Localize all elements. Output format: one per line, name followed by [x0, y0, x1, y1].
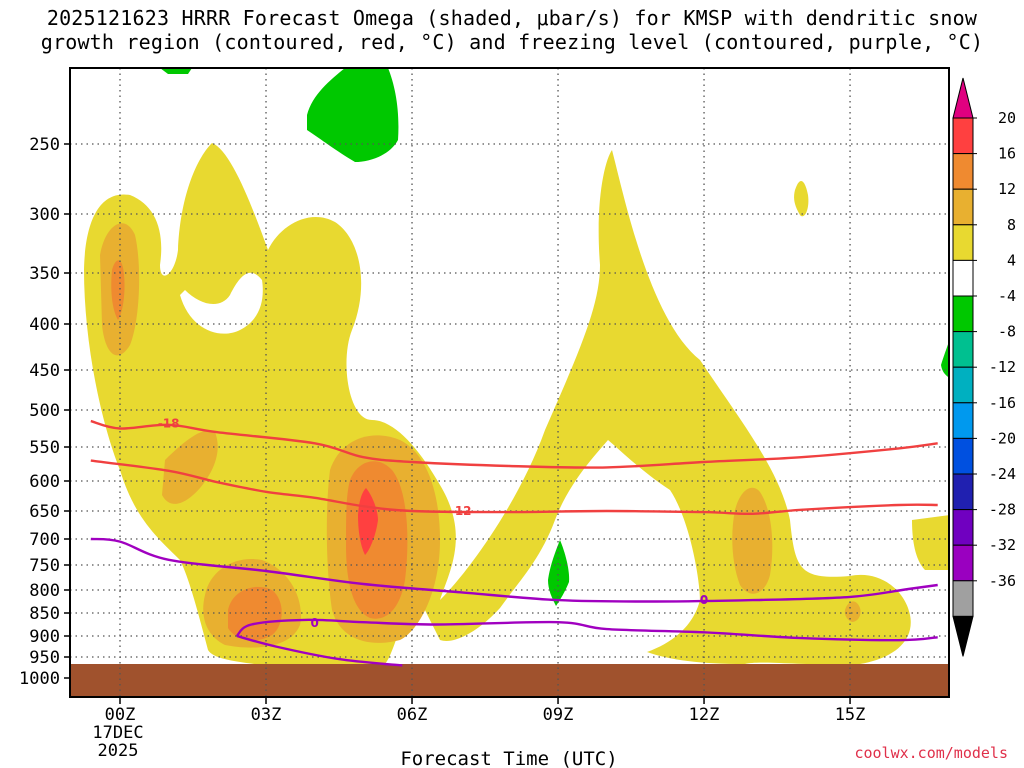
- colorbar-swatch: [952, 259, 974, 297]
- colorbar-label: 20: [998, 109, 1016, 127]
- colorbar-swatch: [952, 224, 974, 261]
- colorbar-top-arrow: [952, 77, 974, 119]
- colorbar-label: -28: [989, 501, 1016, 519]
- y-tick-label: 950: [29, 648, 60, 668]
- contour-label: -12: [450, 504, 472, 518]
- y-tick-label: 1000: [19, 669, 60, 689]
- y-tick-label: 300: [29, 205, 60, 225]
- omega-region-8: [162, 430, 218, 504]
- watermark-text: coolwx.com/models: [854, 744, 1008, 762]
- omega-region-4: [84, 143, 911, 666]
- freezing-level-contour: [235, 618, 938, 642]
- x-axis: 17DEC 2025 Forecast Time (UTC) 00Z 03Z 06Z…: [92, 697, 865, 768]
- plot-frame: [69, 67, 950, 698]
- omega-region-neg4: [941, 341, 949, 378]
- dgz-contour-minus18: [90, 419, 938, 469]
- colorbar-swatch: [952, 580, 974, 617]
- omega-region-16: [358, 488, 378, 555]
- x-tick-label: 00Z: [105, 705, 136, 725]
- colorbar-swatch: [952, 509, 974, 546]
- y-tick-label: 650: [29, 502, 60, 522]
- freezing-level-contour: [90, 537, 938, 603]
- y-tick-label: 450: [29, 361, 60, 381]
- colorbar-label: -20: [989, 429, 1016, 447]
- omega-region-12: [111, 260, 125, 320]
- omega-region-4: [912, 515, 949, 570]
- colorbar-swatch: [952, 295, 974, 333]
- colorbar-label: 4: [1007, 251, 1016, 269]
- x-date-line-1: 17DEC: [92, 723, 143, 743]
- omega-region-8: [844, 601, 861, 622]
- x-axis-label: Forecast Time (UTC): [400, 748, 617, 768]
- omega-region-neg4: [307, 68, 399, 162]
- x-tick-label: 15Z: [835, 705, 866, 725]
- y-tick-label: 250: [29, 135, 60, 155]
- contour-label: -18: [158, 416, 180, 430]
- colorbar-label: 12: [998, 180, 1016, 198]
- colorbar-label: -16: [989, 394, 1016, 412]
- colorbar-swatch: [952, 437, 974, 475]
- omega-region-12: [228, 586, 282, 641]
- y-tick-label: 750: [29, 556, 60, 576]
- colorbar-label: -8: [998, 323, 1016, 341]
- colorbar-label: -32: [989, 536, 1016, 554]
- colorbar-label: -4: [998, 287, 1016, 305]
- y-tick-label: 850: [29, 604, 60, 624]
- grid-lines: [70, 68, 949, 697]
- colorbar-swatch: [952, 153, 974, 190]
- colorbar-swatch: [952, 331, 974, 368]
- colorbar-bottom-arrow: [952, 615, 974, 657]
- colorbar-swatch: [952, 366, 974, 404]
- contour-label: 0: [311, 616, 319, 630]
- omega-shading: [84, 68, 949, 666]
- y-tick-label: 700: [29, 530, 60, 550]
- y-tick-label: 600: [29, 472, 60, 492]
- colorbar-label: -24: [989, 465, 1016, 483]
- ground-terrain: [70, 664, 949, 697]
- colorbar-label: 16: [998, 145, 1016, 163]
- colorbar-swatch: [952, 402, 974, 439]
- colorbar-swatch: [952, 544, 974, 582]
- y-axis: 250 300 350 400 450 500 550 600 650 700 750 800 850 9…: [19, 135, 70, 689]
- colorbar-label: 8: [1007, 216, 1016, 234]
- x-tick-label: 09Z: [543, 705, 574, 725]
- x-tick-label: 06Z: [397, 705, 428, 725]
- chart-title: 2025121623 HRRR Forecast Omega (shaded, …: [0, 6, 1024, 54]
- y-tick-label: 900: [29, 627, 60, 647]
- x-tick-label: 03Z: [251, 705, 282, 725]
- x-date-line-2: 2025: [98, 741, 139, 761]
- dgz-contour-minus12: [90, 459, 938, 516]
- omega-region-neg4: [548, 540, 570, 606]
- chart-title-line-2: growth region (contoured, red, °C) and f…: [40, 30, 984, 54]
- y-tick-label: 500: [29, 401, 60, 421]
- omega-region-neg4: [160, 68, 192, 74]
- colorbar-swatch: [952, 473, 974, 511]
- freezing-level-contour: [236, 634, 403, 667]
- y-tick-label: 550: [29, 438, 60, 458]
- y-tick-label: 400: [29, 315, 60, 335]
- colorbar-legend: 20 16 12 8 4 -4 -8 -12 -16 -20 -24 -28 -32 -36: [952, 77, 1016, 657]
- chart-title-line-1: 2025121623 HRRR Forecast Omega (shaded, …: [46, 6, 978, 30]
- x-tick-label: 12Z: [689, 705, 720, 725]
- y-tick-label: 800: [29, 581, 60, 601]
- colorbar-label: -12: [989, 358, 1016, 376]
- omega-region-4: [794, 180, 809, 217]
- colorbar-label: -36: [989, 572, 1016, 590]
- omega-region-12: [346, 461, 408, 619]
- contour-labels: -18 -12 0 0: [158, 416, 708, 630]
- contour-lines: [90, 419, 938, 667]
- colorbar-swatch: [952, 117, 974, 155]
- colorbar-swatch: [952, 188, 974, 226]
- y-tick-label: 350: [29, 264, 60, 284]
- contour-label: 0: [700, 593, 708, 607]
